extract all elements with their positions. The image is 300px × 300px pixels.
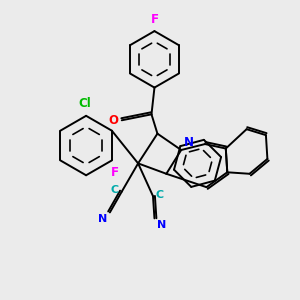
Text: C: C	[155, 190, 164, 200]
Text: F: F	[151, 13, 158, 26]
Text: C: C	[111, 185, 119, 195]
Text: O: O	[108, 114, 118, 127]
Text: N: N	[184, 136, 194, 148]
Text: N: N	[157, 220, 166, 230]
Text: N: N	[98, 214, 107, 224]
Text: Cl: Cl	[78, 98, 91, 110]
Text: F: F	[111, 166, 119, 179]
